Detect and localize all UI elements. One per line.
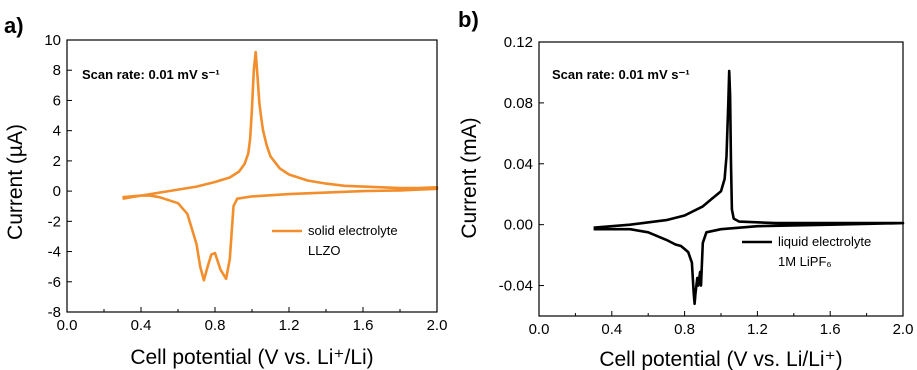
panel-a-series: [122, 50, 439, 282]
panel-a-x-tick-label: 1.2: [279, 317, 300, 334]
panel-a-legend: solid electrolyte LLZO: [272, 223, 398, 258]
panel-b-y-tick-label: 0.00: [504, 217, 533, 234]
panel-b-y-tick-label: 0.08: [504, 95, 533, 112]
panel-a-x-tick-label: 0.4: [131, 317, 152, 334]
panel-b-x-tick-label: 1.2: [747, 321, 768, 338]
panel-a-label: a): [4, 13, 24, 38]
panel-b-y-tick-label: 0.04: [504, 156, 533, 173]
panel-a-y-tick-label: -4: [48, 244, 61, 261]
panel-a-legend-label: LLZO: [308, 243, 341, 258]
panel-a-x-tick-label: 0.0: [57, 317, 78, 334]
panel-a-x-tick-label: 2.0: [427, 317, 448, 334]
panel-b-x-tick-label: 0.0: [529, 321, 550, 338]
panel-b-series-line-0: [593, 69, 905, 306]
panel-b-y-axis-title: Current (mA): [458, 117, 481, 238]
panel-a-scan-rate-annotation: Scan rate: 0.01 mV s⁻¹: [82, 67, 220, 82]
panel-b-y-tick-label: -0.04: [499, 278, 533, 295]
panel-b-legend-label: liquid electrolyte: [778, 234, 871, 249]
panel-b-series: [593, 69, 905, 306]
panel-b-legend-label: 1M LiPF₆: [778, 254, 832, 269]
panel-a-x-tick-label: 0.8: [205, 317, 226, 334]
panel-b-y-ticks: -0.04 0.00 0.04 0.08 0.12: [499, 34, 544, 295]
panel-a-y-tick-label: 6: [53, 92, 61, 109]
panel-a-x-axis-title: Cell potential (V vs. Li⁺/Li): [130, 346, 373, 369]
panel-b-x-axis-title: Cell potential (V vs. Li/Li⁺): [599, 348, 842, 370]
panel-a-y-axis-title: Current (µA): [4, 124, 27, 240]
panel-b-x-tick-label: 0.4: [601, 321, 622, 338]
panel-a-y-tick-label: 2: [53, 153, 61, 170]
panel-a-y-tick-label: 4: [53, 123, 61, 140]
panel-b-legend: liquid electrolyte 1M LiPF₆: [742, 234, 871, 269]
panel-a-y-tick-label: -2: [48, 213, 61, 230]
panel-a-y-tick-label: 10: [44, 32, 61, 49]
panel-a-y-tick-label: -6: [48, 274, 61, 291]
panel-b-y-tick-label: 0.12: [504, 34, 533, 51]
panel-a-y-tick-label: -8: [48, 304, 61, 321]
panel-a: a) Scan rate: 0.01 mV s⁻¹ Cell potential…: [4, 13, 447, 369]
panel-a-plot-frame: [66, 39, 438, 313]
panel-b: b) Scan rate: 0.01 mV s⁻¹ Cell potential…: [458, 7, 913, 370]
panel-b-plot-frame: [538, 41, 904, 317]
panel-a-y-tick-label: 8: [53, 62, 61, 79]
panel-b-label: b): [458, 7, 479, 32]
panel-a-y-tick-label: 0: [53, 183, 61, 200]
panel-b-scan-rate-annotation: Scan rate: 0.01 mV s⁻¹: [552, 67, 690, 82]
panel-a-y-ticks: -8 -6 -4 -2 0 2 4 6 8 10: [44, 32, 72, 321]
panel-b-x-ticks: 0.0 0.4 0.8 1.2 1.6 2.0: [529, 311, 914, 338]
panel-b-x-tick-label: 1.6: [820, 321, 841, 338]
panel-a-x-ticks: 0.0 0.4 0.8 1.2 1.6 2.0: [57, 307, 448, 334]
panel-a-x-tick-label: 1.6: [353, 317, 374, 334]
panel-b-x-tick-label: 2.0: [893, 321, 914, 338]
panel-a-series-line-0: [122, 50, 439, 282]
panel-b-x-tick-label: 0.8: [674, 321, 695, 338]
panel-a-legend-label: solid electrolyte: [308, 223, 398, 238]
